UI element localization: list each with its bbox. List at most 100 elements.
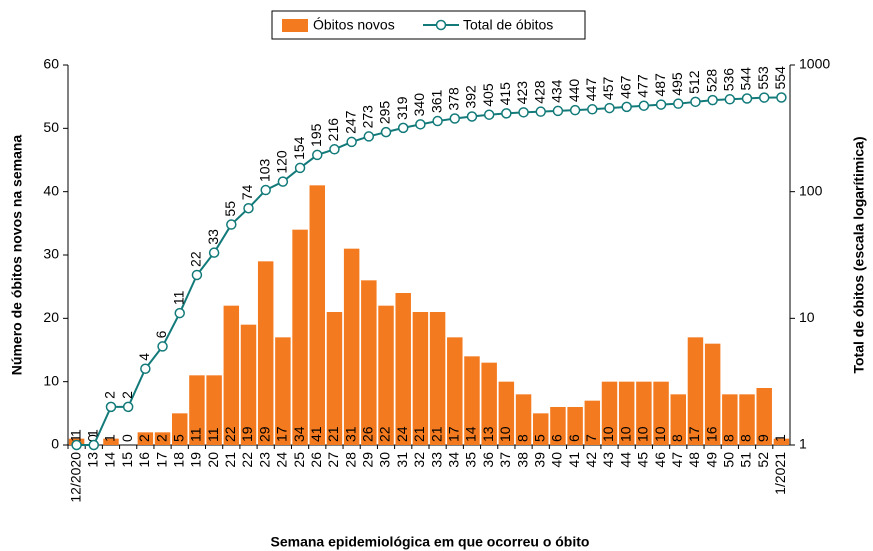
line-point	[518, 107, 529, 118]
bar-value-label: 1	[772, 434, 788, 442]
line-value-label: 528	[703, 69, 719, 93]
line-value-label: 440	[566, 79, 582, 103]
line-point	[191, 269, 203, 281]
bar	[515, 394, 532, 445]
bar	[378, 305, 394, 445]
line-point	[655, 99, 667, 110]
line-value-label: 55	[222, 201, 238, 217]
bar-value-label: 17	[686, 426, 702, 442]
bar	[481, 362, 497, 445]
x-tick-label: 17	[153, 452, 169, 468]
line-point	[363, 131, 375, 142]
line-value-label: 295	[377, 101, 393, 125]
line-point	[604, 102, 615, 114]
line-point	[535, 106, 546, 117]
line-point	[226, 219, 237, 230]
line-point	[621, 101, 632, 113]
line-point	[140, 363, 151, 374]
bar	[687, 337, 704, 445]
bar	[704, 343, 721, 445]
bar-value-label: 41	[308, 426, 324, 442]
x-tick-label: 35	[463, 452, 479, 468]
line-value-label: 447	[583, 78, 599, 102]
x-tick-label: 52	[755, 452, 771, 468]
line-point	[277, 176, 289, 187]
bar-value-label: 31	[342, 426, 358, 442]
line-value-label: 1	[84, 429, 100, 437]
bar-value-label: 19	[239, 426, 255, 442]
x-tick-label: 42	[583, 452, 599, 468]
bar	[275, 337, 291, 445]
bar-value-label: 11	[188, 427, 204, 442]
bar-value-label: 5	[170, 434, 186, 442]
bar	[103, 438, 119, 445]
line-value-label: 11	[170, 290, 186, 305]
x-tick-label: 21	[222, 452, 238, 468]
line-point	[174, 307, 185, 319]
line-point	[243, 202, 254, 214]
bar-value-label: 17	[445, 426, 461, 442]
line-point	[483, 109, 495, 120]
line-point	[552, 105, 564, 117]
line-point	[415, 119, 426, 130]
bar-value-label: 14	[463, 426, 479, 442]
bar-value-label: 8	[721, 434, 737, 442]
line-point	[88, 439, 100, 451]
x-tick-label: 39	[531, 452, 547, 468]
y2-tick-label: 1	[799, 436, 807, 452]
y2-axis-title: Total de óbitos (escala logarítimica)	[851, 136, 867, 373]
line-value-label: 467	[617, 75, 633, 99]
line-point	[380, 126, 392, 138]
bar	[653, 381, 669, 445]
bar-value-label: 26	[360, 426, 376, 442]
y2-tick-label: 10	[799, 309, 815, 325]
bar-value-label: 10	[635, 426, 651, 442]
line-point	[758, 92, 770, 103]
x-tick-label: 43	[600, 452, 616, 468]
line-point	[449, 113, 461, 124]
line-value-label: 554	[772, 66, 788, 90]
x-tick-label: 19	[188, 452, 204, 468]
line-value-label: 361	[428, 89, 444, 113]
x-tick-label: 13	[84, 452, 100, 468]
line-point	[294, 162, 306, 174]
x-tick-label: 51	[738, 452, 754, 468]
x-axis-title: Semana epidemiológica em que ocorreu o ó…	[271, 534, 590, 550]
x-tick-label: 26	[308, 452, 324, 468]
bar-value-label: 6	[566, 434, 582, 442]
line-point	[157, 341, 168, 352]
line-value-label: 1	[67, 429, 83, 437]
bar-value-label: 10	[617, 426, 633, 442]
line-value-label: 319	[394, 96, 410, 120]
bar	[154, 432, 171, 445]
bar	[773, 438, 790, 445]
x-tick-label: 47	[669, 452, 685, 468]
x-tick-label: 36	[480, 452, 496, 468]
line-value-label: 74	[239, 184, 255, 200]
bar-value-label: 21	[411, 426, 427, 442]
line-value-label: 415	[497, 82, 513, 106]
x-tick-label: 50	[721, 452, 737, 468]
line-value-label: 247	[342, 110, 358, 134]
x-tick-label: 24	[274, 452, 290, 468]
bar	[343, 248, 360, 445]
bar	[240, 324, 257, 445]
x-tick-label: 12/2020	[67, 452, 83, 503]
line-value-label: 428	[531, 80, 547, 104]
bar-value-label: 1	[102, 434, 118, 442]
y-tick-label: 0	[51, 436, 59, 452]
bar	[670, 394, 686, 445]
line-point	[741, 93, 753, 104]
bar-value-label: 10	[652, 426, 668, 442]
line-point	[776, 92, 787, 103]
line-value-label: 457	[600, 77, 616, 101]
x-tick-label: 33	[428, 452, 444, 468]
line-value-label: 544	[738, 67, 754, 91]
x-tick-label: 48	[686, 452, 702, 468]
line-value-label: 2	[102, 391, 118, 399]
bar	[412, 312, 429, 445]
line-point	[569, 104, 581, 116]
line-value-label: 477	[635, 74, 651, 98]
line-value-label: 33	[205, 229, 221, 245]
line-value-label: 487	[652, 73, 668, 97]
